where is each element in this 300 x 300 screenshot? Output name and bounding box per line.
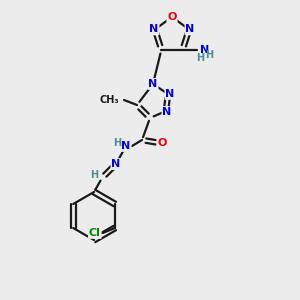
Text: H: H [206, 50, 214, 60]
Text: CH₃: CH₃ [99, 95, 119, 105]
Text: Cl: Cl [89, 228, 101, 238]
Text: N: N [148, 79, 158, 89]
Text: H: H [90, 170, 98, 180]
Text: O: O [167, 12, 177, 22]
Text: H: H [196, 52, 205, 63]
Text: N: N [162, 107, 172, 117]
Text: O: O [157, 138, 167, 148]
Text: N: N [165, 89, 175, 99]
Text: N: N [185, 24, 195, 34]
Text: N: N [111, 159, 121, 169]
Text: N: N [122, 141, 130, 151]
Text: H: H [113, 138, 121, 148]
Text: N: N [149, 24, 158, 34]
Text: N: N [200, 45, 209, 55]
